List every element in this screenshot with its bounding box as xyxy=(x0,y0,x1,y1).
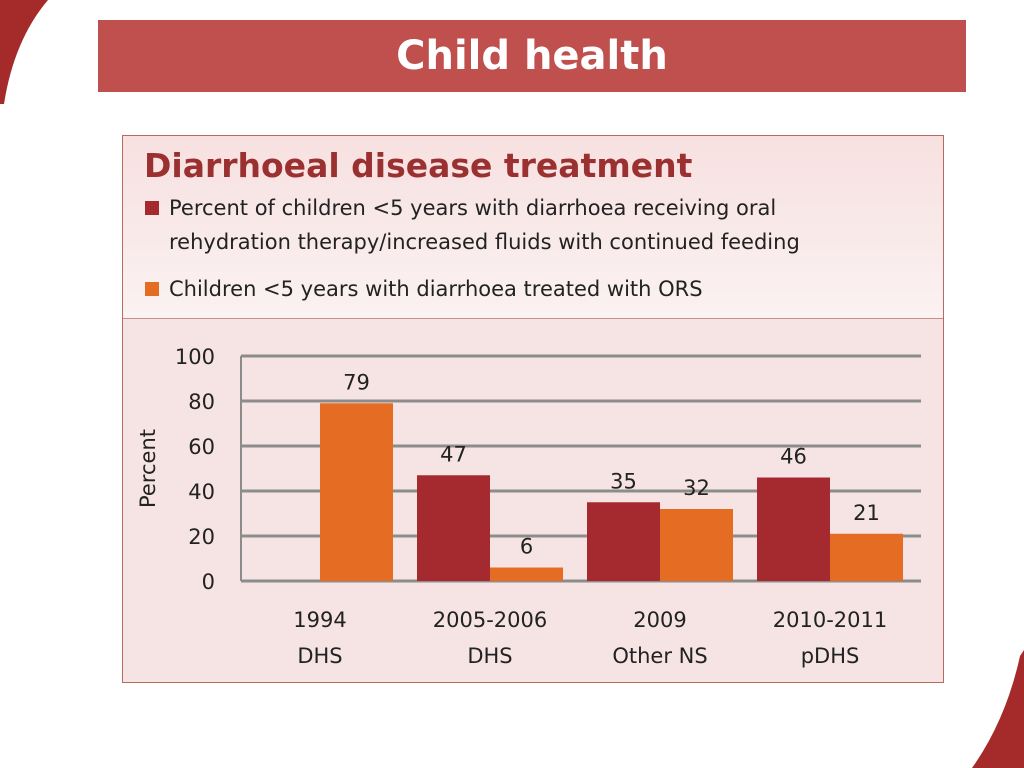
bar-series0-cat2 xyxy=(587,502,660,581)
data-label-series1-cat0: 79 xyxy=(343,370,370,394)
chart-panel: Diarrhoeal disease treatment Percent of … xyxy=(122,135,944,683)
y-tick-label-100: 100 xyxy=(175,345,215,369)
bar-chart-plot: 0 20 40 60 80 100 Percent 79 1994 DHS 47 6 2005-2006… xyxy=(136,345,921,668)
legend-label-ort-line2: rehydration therapy/increased fluids wit… xyxy=(169,230,800,254)
y-tick-label-60: 60 xyxy=(188,435,215,459)
chart-legend-area: Diarrhoeal disease treatment Percent of … xyxy=(123,136,943,319)
bar-series0-cat3 xyxy=(757,477,830,581)
x-tick-label-cat1-line0: 2005-2006 xyxy=(433,608,547,632)
data-label-series1-cat1: 6 xyxy=(520,535,533,559)
bar-series1-cat0 xyxy=(320,403,393,581)
slide-title-bar: Child health xyxy=(98,20,966,92)
y-tick-label-0: 0 xyxy=(202,570,215,594)
top-left-corner-accent xyxy=(0,0,48,104)
data-label-series0-cat2: 35 xyxy=(610,469,637,493)
bar-series0-cat1 xyxy=(417,475,490,581)
legend-label-ors: Children <5 years with diarrhoea treated… xyxy=(169,277,703,301)
x-tick-label-cat3-line1: pDHS xyxy=(801,644,860,668)
data-label-series1-cat2: 32 xyxy=(683,476,710,500)
y-tick-label-40: 40 xyxy=(188,480,215,504)
legend-swatch-ors xyxy=(145,282,159,296)
bar-series1-cat1 xyxy=(490,567,563,581)
y-tick-label-20: 20 xyxy=(188,525,215,549)
y-tick-label-80: 80 xyxy=(188,390,215,414)
bar-series1-cat3 xyxy=(830,533,903,581)
x-tick-label-cat2-line1: Other NS xyxy=(612,644,707,668)
legend-label-ort-line1: Percent of children <5 years with diarrh… xyxy=(169,196,777,220)
slide-title: Child health xyxy=(396,33,668,79)
bar-series1-cat2 xyxy=(660,509,733,581)
x-tick-label-cat0-line0: 1994 xyxy=(293,608,346,632)
legend-swatch-ort xyxy=(145,201,159,215)
x-tick-label-cat0-line1: DHS xyxy=(297,644,342,668)
data-label-series1-cat3: 21 xyxy=(853,501,880,525)
bottom-right-corner-accent xyxy=(972,650,1024,768)
data-label-series0-cat1: 47 xyxy=(440,442,467,466)
y-axis-label: Percent xyxy=(136,429,160,508)
x-tick-label-cat1-line1: DHS xyxy=(467,644,512,668)
x-tick-label-cat2-line0: 2009 xyxy=(633,608,686,632)
data-label-series0-cat3: 46 xyxy=(780,445,807,469)
x-tick-label-cat3-line0: 2010-2011 xyxy=(773,608,887,632)
chart-title: Diarrhoeal disease treatment xyxy=(144,146,693,185)
